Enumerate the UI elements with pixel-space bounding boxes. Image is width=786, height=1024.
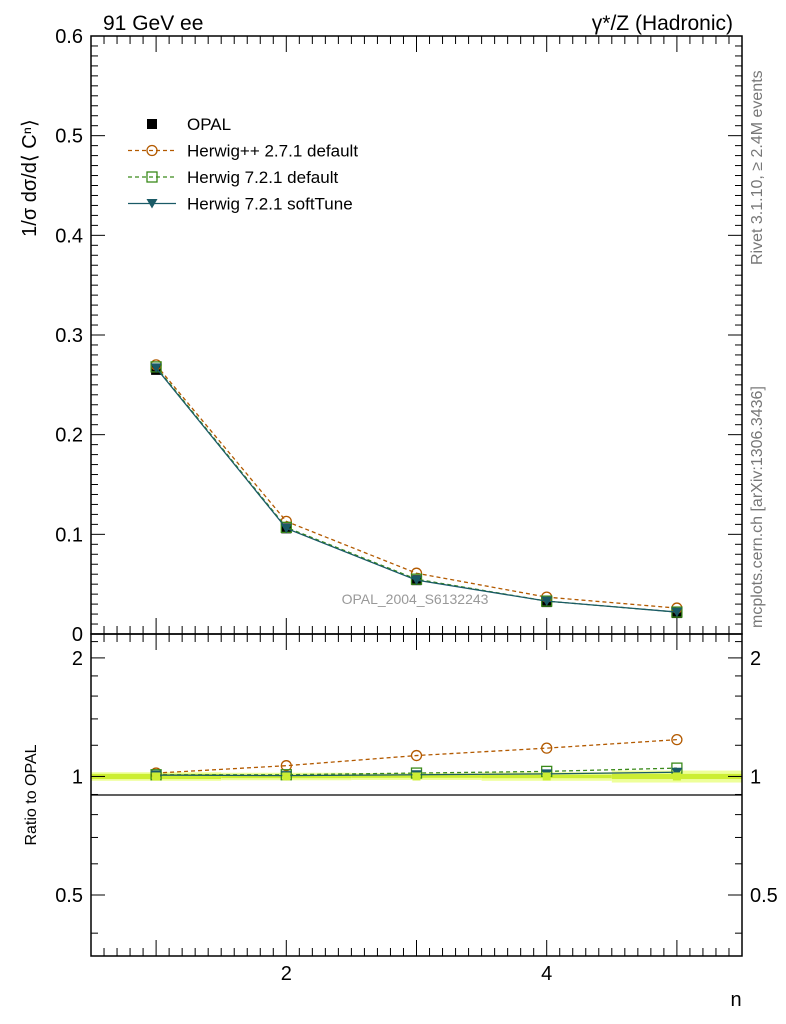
main-ytick-label: 0.2 [55, 425, 83, 447]
ratio-ytick-label: 2 [72, 648, 83, 670]
main-panel: 0 0.1 0.2 0.3 0.4 0.5 0.6 OPAL_2004_S6132243 O… [55, 26, 743, 646]
watermark: OPAL_2004_S6132243 [342, 591, 489, 607]
ratio-ytick-label-right: 1 [750, 766, 761, 788]
main-data-point [280, 523, 292, 534]
ratio-data-point [280, 760, 292, 772]
main-ytick-label: 0.1 [55, 524, 83, 546]
ratio-ticks [90, 634, 743, 956]
ratio-data-point [671, 734, 683, 746]
ratio-data-point [410, 749, 423, 762]
header-left: 91 GeV ee [103, 12, 203, 35]
xtick-label: 2 [281, 963, 292, 985]
main-series-line [155, 364, 677, 609]
legend-label: Herwig 7.2.1 softTune [187, 195, 353, 214]
ratio-ytick-label-right: 2 [750, 648, 761, 670]
ratio-panel: 0.5 0.5 1 1 2 2 2 4 [55, 633, 778, 985]
main-ytick-label: 0 [72, 624, 83, 646]
ratio-ylabel: Ratio to OPAL [23, 744, 40, 845]
ratio-ref-point [542, 772, 551, 781]
ratio-frame [90, 633, 743, 957]
ratio-series-line [156, 739, 677, 774]
ratio-tick-labels: 0.5 0.5 1 1 2 2 2 4 [55, 648, 778, 985]
rivet-label: Rivet 3.1.10, ≥ 2.4M events [749, 70, 766, 265]
ratio-ref-point [282, 772, 291, 781]
main-series [150, 359, 683, 619]
legend-label: OPAL [187, 115, 231, 134]
ratio-series [150, 734, 683, 781]
legend-label: Herwig++ 2.7.1 default [187, 142, 358, 161]
ratio-ref-point [152, 772, 161, 781]
main-data-point [541, 596, 553, 607]
xtick-label: 4 [541, 963, 552, 985]
ratio-ref-point [672, 772, 681, 781]
legend-marker [146, 144, 158, 157]
legend-marker [146, 199, 158, 209]
main-ylabel: 1/σ dσ/d⟨ Cⁿ⟩ [19, 119, 41, 237]
main-data-point [150, 363, 162, 373]
legend-marker [147, 119, 157, 129]
main-data-point [671, 607, 683, 618]
header-right: γ*/Z (Hadronic) [592, 12, 733, 35]
main-ytick-label: 0.4 [55, 225, 83, 247]
x-axis-label: n [730, 989, 741, 1011]
ratio-ytick-label: 1 [72, 766, 83, 788]
mcplots-label: mcplots.cern.ch [arXiv:1306.3436] [749, 386, 766, 628]
main-ytick-label: 0.3 [55, 325, 83, 347]
ratio-data-point [541, 742, 553, 754]
main-tick-labels: 0 0.1 0.2 0.3 0.4 0.5 0.6 [55, 26, 83, 646]
main-ytick-label: 0.5 [55, 126, 83, 148]
main-ytick-label: 0.6 [55, 26, 83, 48]
legend-label: Herwig 7.2.1 default [187, 168, 338, 187]
ratio-ytick-label-right: 0.5 [750, 885, 778, 907]
main-data-point [411, 575, 422, 586]
ratio-ref-point [412, 772, 421, 781]
legend: OPAL Herwig++ 2.7.1 default Herwig 7.2.1 d… [128, 115, 358, 214]
ratio-ytick-label: 0.5 [55, 885, 83, 907]
legend-marker [146, 171, 158, 183]
